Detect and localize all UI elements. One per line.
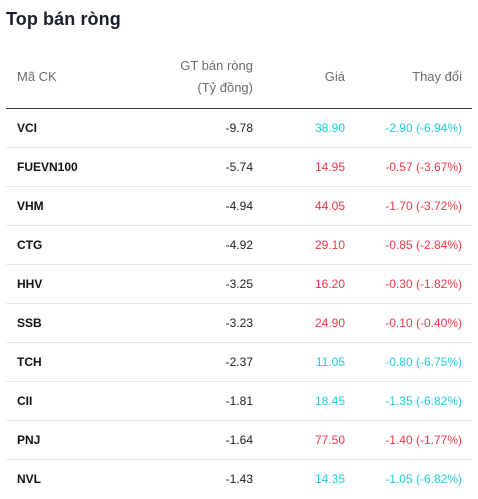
table-row[interactable]: NVL -1.43 14.35 -1.05 (-6.82%) — [6, 460, 472, 499]
table-row[interactable]: VHM -4.94 44.05 -1.70 (-3.72%) — [6, 187, 472, 226]
price: 18.45 — [314, 394, 345, 408]
header-code[interactable]: Mã CK — [17, 69, 57, 84]
net-sell-table: Mã CK GT bán ròng (Tỷ đồng) Giá Thay đổi… — [6, 48, 472, 499]
stock-code[interactable]: HHV — [17, 277, 43, 291]
net-sell-value: -5.74 — [225, 160, 253, 174]
table-body: VCI -9.78 38.90 -2.90 (-6.94%) FUEVN100 … — [6, 109, 472, 499]
net-sell-value: -1.43 — [225, 472, 253, 486]
table-row[interactable]: CTG -4.92 29.10 -0.85 (-2.84%) — [6, 226, 472, 265]
stock-code[interactable]: VHM — [17, 199, 44, 213]
stock-code[interactable]: VCI — [17, 121, 38, 135]
stock-code[interactable]: TCH — [17, 355, 42, 369]
change: -0.85 (-2.84%) — [385, 238, 462, 252]
change: -1.05 (-6.82%) — [385, 472, 462, 486]
price: 14.35 — [314, 472, 345, 486]
table-row[interactable]: TCH -2.37 11.05 -0.80 (-6.75%) — [6, 343, 472, 382]
page-title: Top bán ròng — [6, 9, 121, 29]
header-net-sell-value-line2: (Tỷ đồng) — [197, 80, 253, 95]
change: -2.90 (-6.94%) — [385, 121, 462, 135]
stock-code[interactable]: FUEVN100 — [17, 160, 78, 174]
table-row[interactable]: HHV -3.25 16.20 -0.30 (-1.82%) — [6, 265, 472, 304]
table-row[interactable]: VCI -9.78 38.90 -2.90 (-6.94%) — [6, 109, 472, 148]
net-sell-value: -3.25 — [225, 277, 253, 291]
price: 11.05 — [315, 355, 345, 369]
net-sell-value: -1.64 — [225, 433, 253, 447]
net-sell-value: -3.23 — [225, 316, 253, 330]
stock-code[interactable]: CII — [17, 394, 33, 408]
net-sell-value: -2.37 — [225, 355, 253, 369]
change: -1.40 (-1.77%) — [385, 433, 462, 447]
change: -0.80 (-6.75%) — [385, 355, 462, 369]
price: 77.50 — [314, 433, 345, 447]
stock-code[interactable]: SSB — [17, 316, 42, 330]
stock-code[interactable]: CTG — [17, 238, 43, 252]
header-net-sell-value-line1: GT bán ròng — [180, 58, 253, 73]
price: 16.20 — [314, 277, 345, 291]
change: -1.35 (-6.82%) — [385, 394, 462, 408]
change: -0.57 (-3.67%) — [385, 160, 462, 174]
change: -1.70 (-3.72%) — [385, 199, 462, 213]
net-sell-value: -9.78 — [225, 121, 253, 135]
stock-code[interactable]: NVL — [17, 472, 41, 486]
stock-code[interactable]: PNJ — [17, 433, 41, 447]
price: 29.10 — [314, 238, 345, 252]
header-price[interactable]: Giá — [324, 69, 345, 84]
net-sell-value: -1.81 — [225, 394, 253, 408]
table-header: Mã CK GT bán ròng (Tỷ đồng) Giá Thay đổi — [6, 48, 472, 109]
price: 24.90 — [314, 316, 345, 330]
table-row[interactable]: SSB -3.23 24.90 -0.10 (-0.40%) — [6, 304, 472, 343]
header-net-sell-value[interactable]: GT bán ròng (Tỷ đồng) — [180, 55, 253, 99]
table-row[interactable]: PNJ -1.64 77.50 -1.40 (-1.77%) — [6, 421, 472, 460]
change: -0.30 (-1.82%) — [385, 277, 462, 291]
header-change[interactable]: Thay đổi — [412, 69, 462, 84]
price: 38.90 — [314, 121, 345, 135]
table-row[interactable]: CII -1.81 18.45 -1.35 (-6.82%) — [6, 382, 472, 421]
net-sell-value: -4.94 — [225, 199, 253, 213]
price: 14.95 — [314, 160, 345, 174]
table-row[interactable]: FUEVN100 -5.74 14.95 -0.57 (-3.67%) — [6, 148, 472, 187]
change: -0.10 (-0.40%) — [385, 316, 462, 330]
price: 44.05 — [314, 199, 345, 213]
net-sell-value: -4.92 — [225, 238, 253, 252]
